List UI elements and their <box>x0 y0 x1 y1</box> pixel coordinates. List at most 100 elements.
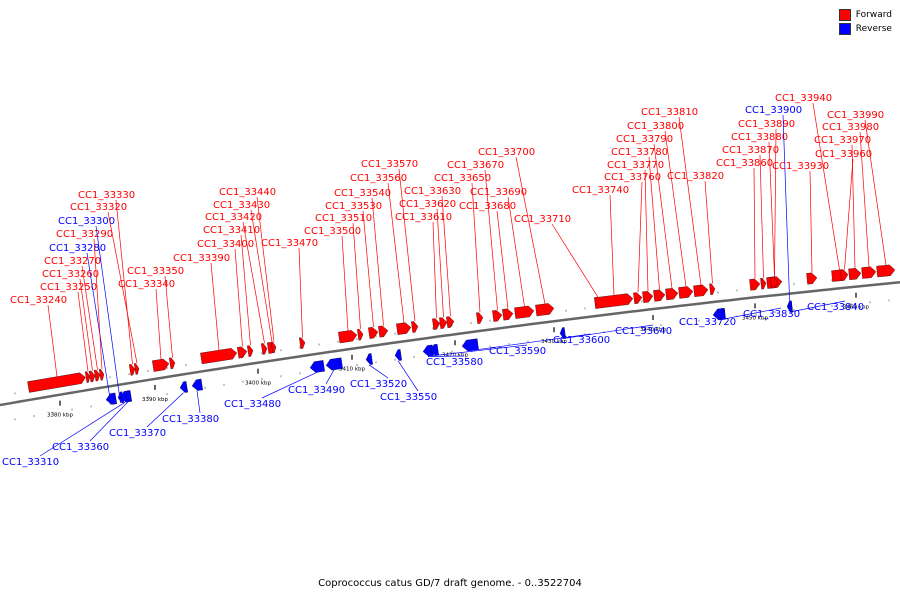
gene-connector <box>86 252 112 405</box>
gene-connector <box>436 208 444 318</box>
gene-connector <box>39 402 126 457</box>
gene-arrow-cc1-33550 <box>394 349 402 361</box>
gene-arrow-cc1-33330 <box>128 364 136 376</box>
gene-label: CC1_33880 <box>731 132 788 143</box>
gene-label: CC1_33580 <box>426 357 483 368</box>
gene-label: CC1_33740 <box>572 185 629 196</box>
gene-label: CC1_33790 <box>616 134 673 145</box>
scale-tick-label: 3410 kbp <box>339 367 365 373</box>
gene-label: CC1_33340 <box>118 279 175 290</box>
gene-label: CC1_33690 <box>470 187 527 198</box>
gene-connector <box>471 182 481 313</box>
gene-connector <box>720 307 782 321</box>
gene-connector <box>562 324 654 340</box>
scale-tick-label: 3450 kbp <box>742 315 768 321</box>
gene-label: CC1_33480 <box>224 399 281 410</box>
gene-arrow-cc1-33350 <box>168 357 176 370</box>
gene-arrow-cc1-33820 <box>709 283 716 296</box>
gene-label: CC1_33980 <box>822 122 879 133</box>
gene-label: CC1_33840 <box>807 302 864 313</box>
gene-label: CC1_33970 <box>814 135 871 146</box>
gene-arrow-cc1-33510 <box>357 328 364 341</box>
gene-arrow-cc1-33830 <box>715 308 726 320</box>
gene-label: CC1_33410 <box>203 225 260 236</box>
gene-label: CC1_33930 <box>772 161 829 172</box>
gene-arrow-cc1-33620 <box>439 317 448 329</box>
gene-connector <box>362 210 374 328</box>
gene-label: CC1_33770 <box>607 160 664 171</box>
scale-tick-label: 3420 kbp <box>442 352 468 358</box>
gene-arrow-cc1-33590 <box>429 343 439 356</box>
gene-arrow-cc1-33540 <box>378 325 389 338</box>
gene-arrow-cc1-33560 <box>396 322 412 335</box>
gene-arrow-cc1-33800 <box>678 286 694 299</box>
gene-connector <box>325 369 335 385</box>
gene-connector <box>851 144 856 269</box>
gene-arrow-cc1-33370 <box>179 381 188 393</box>
gene-connector <box>759 154 764 279</box>
gene-label: CC1_33940 <box>775 93 832 104</box>
gene-connector <box>242 221 265 344</box>
gene-label: CC1_33630 <box>404 186 461 197</box>
legend-label-forward: Forward <box>855 10 892 20</box>
gene-arrow-cc1-33760 <box>633 292 643 305</box>
gene-arrow-cc1-33690 <box>514 305 535 319</box>
gene-connector <box>609 194 615 296</box>
gene-connector <box>93 238 103 370</box>
gene-label: CC1_33700 <box>478 147 535 158</box>
gene-arrow-cc1-33640 <box>559 327 566 339</box>
gene-arrow-cc1-33290 <box>98 369 105 381</box>
legend-label-reverse: Reverse <box>855 24 892 34</box>
gene-label: CC1_33870 <box>722 145 779 156</box>
gene-label: CC1_33280 <box>49 243 106 254</box>
gene-label: CC1_33600 <box>553 335 610 346</box>
gene-label: CC1_33500 <box>304 226 361 237</box>
gene-label: CC1_33360 <box>52 442 109 453</box>
gene-connector <box>95 225 121 404</box>
legend-item-forward: Forward <box>838 8 892 22</box>
gene-arrow-cc1-33400 <box>237 346 248 359</box>
gene-arrow-cc1-33270 <box>93 369 101 382</box>
gene-connector <box>250 209 273 343</box>
gene-arrow-cc1-33890 <box>770 276 779 289</box>
gene-label: CC1_33570 <box>361 159 418 170</box>
gene-connector <box>496 210 509 309</box>
gene-connector <box>79 278 93 371</box>
gene-arrow-cc1-33930 <box>806 272 818 285</box>
gene-connector <box>859 131 870 267</box>
gene-arrow-cc1-33580 <box>422 344 434 357</box>
gene-arrow-cc1-33650 <box>476 312 484 324</box>
gene-arrow-cc1-33240 <box>27 372 86 393</box>
gene-connector <box>809 170 813 273</box>
gene-connector <box>469 333 592 352</box>
gene-connector <box>433 344 528 356</box>
gene-connector <box>753 167 756 279</box>
gene-connector <box>637 181 643 293</box>
scale-tick-label: 3400 kbp <box>245 381 271 387</box>
gene-label: CC1_33960 <box>815 149 872 160</box>
gene-connector <box>774 128 777 277</box>
gene-label: CC1_33800 <box>627 121 684 132</box>
gene-label: CC1_33430 <box>213 200 270 211</box>
gene-arrow-cc1-33740 <box>594 293 634 309</box>
gene-arrow-cc1-33380 <box>191 378 203 391</box>
backbone-line <box>0 281 900 407</box>
gene-arrow-cc1-33440 <box>271 341 277 354</box>
gene-label: CC1_33540 <box>334 188 391 199</box>
legend: Forward Reverse <box>838 8 892 36</box>
gene-label: CC1_33830 <box>743 309 800 320</box>
gene-arrow-cc1-33340 <box>152 358 170 372</box>
gene-connector <box>234 248 243 347</box>
gene-label: CC1_33720 <box>679 317 736 328</box>
scale-tick-label: 3460 kbp <box>843 305 869 311</box>
gene-connector <box>398 168 416 322</box>
gene-arrow-cc1-33780 <box>653 289 666 302</box>
gene-label: CC1_33490 <box>288 385 345 396</box>
gene-arrow-cc1-33520 <box>365 353 373 365</box>
gene-connector <box>427 355 465 357</box>
gene-connector <box>397 360 419 392</box>
gene-label: CC1_33990 <box>827 110 884 121</box>
gene-label: CC1_33240 <box>10 295 67 306</box>
